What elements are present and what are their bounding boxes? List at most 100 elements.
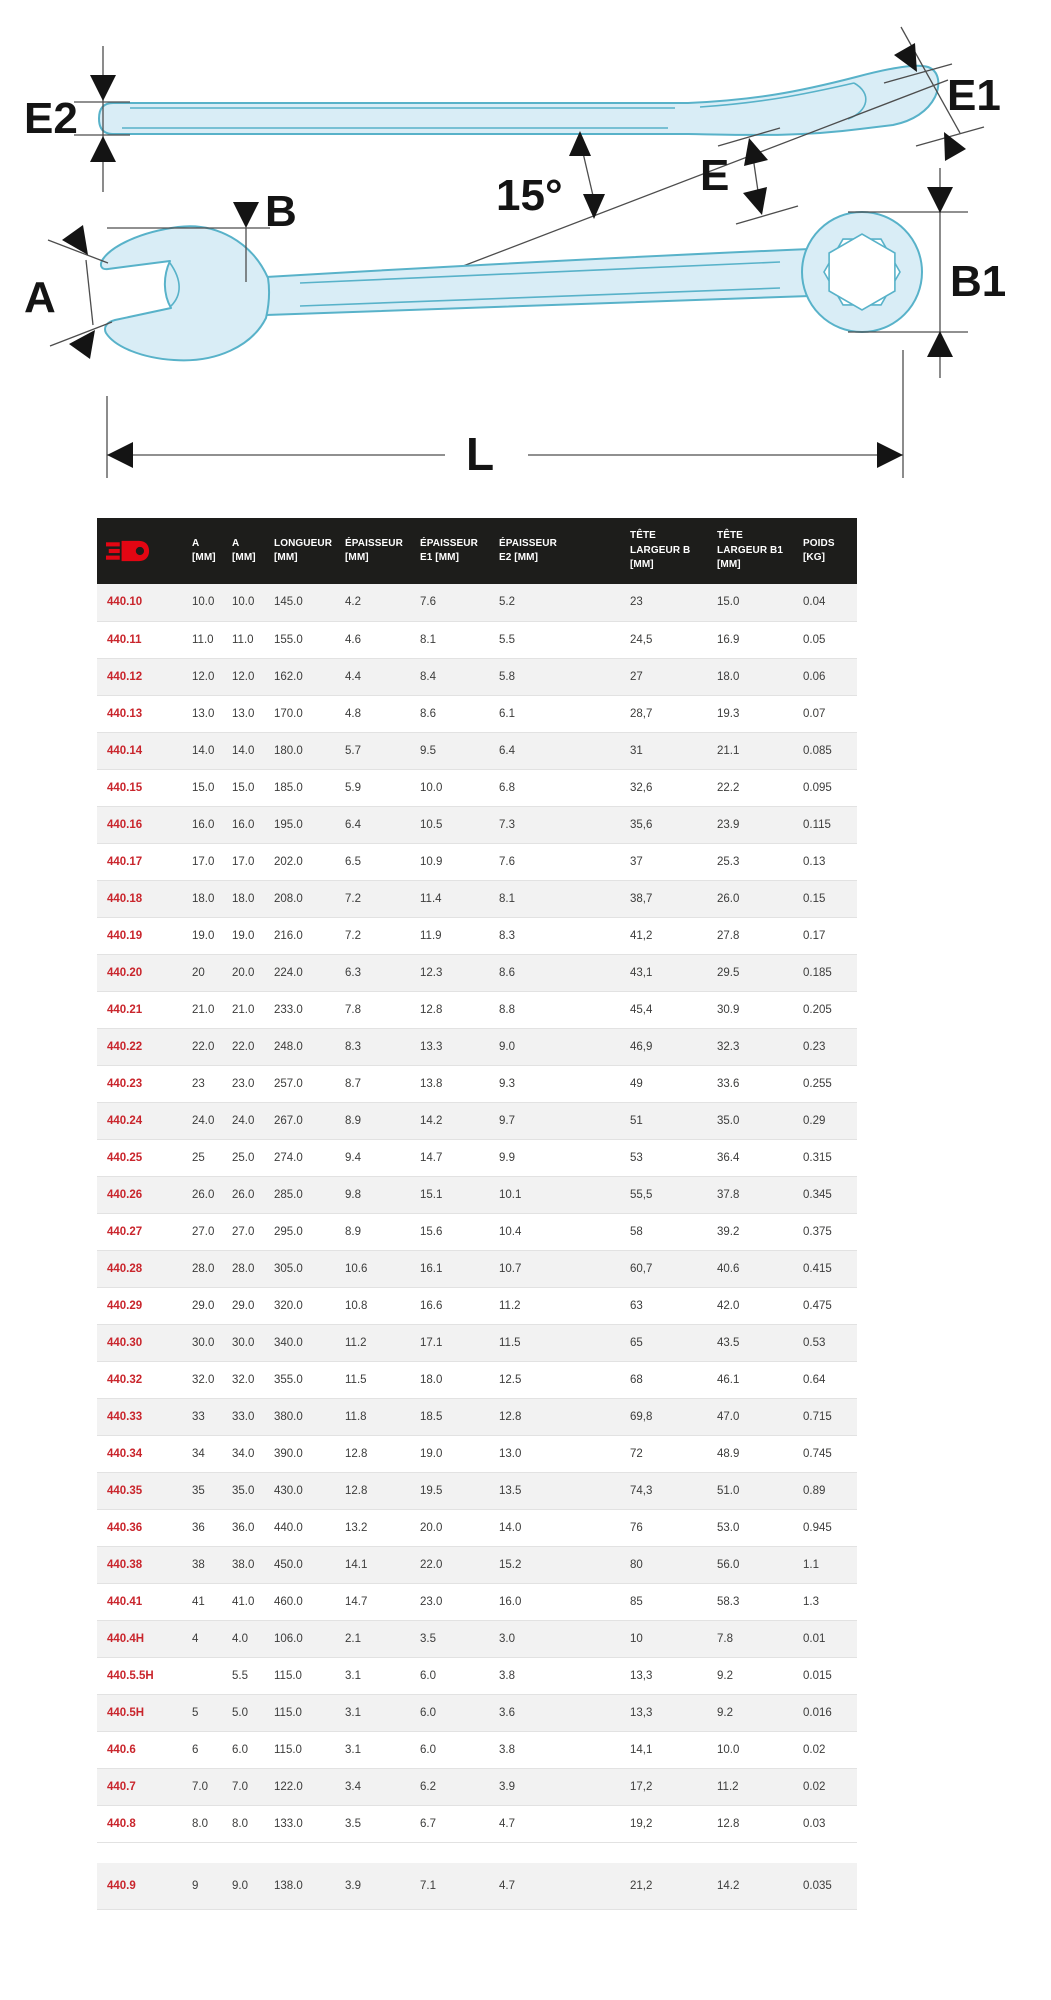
- value-cell: 9: [192, 1863, 232, 1910]
- product-ref-link[interactable]: 440.38: [97, 1546, 192, 1584]
- arrow-up-icon: [69, 330, 95, 359]
- value-cell: 55,5: [630, 1176, 717, 1214]
- product-ref-link[interactable]: 440.7: [97, 1768, 192, 1806]
- value-cell: 4.6: [345, 621, 420, 659]
- product-ref-link[interactable]: 440.24: [97, 1102, 192, 1140]
- table-row: 440.34 34 34.0 390.0 12.8 19.0 13.0 72 48.9 0.745: [97, 1435, 857, 1473]
- product-ref-link[interactable]: 440.13: [97, 695, 192, 733]
- product-ref-link[interactable]: 440.12: [97, 658, 192, 696]
- value-cell: 85: [630, 1583, 717, 1621]
- brand-logo-cell: [97, 518, 192, 584]
- product-ref-link[interactable]: 440.21: [97, 991, 192, 1029]
- value-cell: 5.8: [499, 658, 630, 696]
- product-ref-link[interactable]: 440.33: [97, 1398, 192, 1436]
- value-cell: 257.0: [274, 1065, 345, 1103]
- dimension-a: A: [24, 225, 113, 359]
- table-row: 440.27 27.0 27.0 295.0 8.9 15.6 10.4 58 39.2 0.37…: [97, 1213, 857, 1251]
- product-ref-link[interactable]: 440.27: [97, 1213, 192, 1251]
- value-cell: 63: [630, 1287, 717, 1325]
- value-cell: 13.3: [420, 1028, 499, 1066]
- product-ref-link[interactable]: 440.30: [97, 1324, 192, 1362]
- product-ref-link[interactable]: 440.5H: [97, 1694, 192, 1732]
- product-ref-link[interactable]: 440.15: [97, 769, 192, 807]
- product-ref-link[interactable]: 440.6: [97, 1731, 192, 1769]
- table-row: 440.6 6 6.0 115.0 3.1 6.0 3.8 14,1 10.0 0.02: [97, 1731, 857, 1769]
- product-ref-link[interactable]: 440.8: [97, 1805, 192, 1843]
- product-ref-link[interactable]: 440.29: [97, 1287, 192, 1325]
- product-ref-link[interactable]: 440.14: [97, 732, 192, 770]
- product-ref-link[interactable]: 440.28: [97, 1250, 192, 1288]
- product-ref-link[interactable]: 440.16: [97, 806, 192, 844]
- table-row: 440.32 32.0 32.0 355.0 11.5 18.0 12.5 68 46.1 0.6…: [97, 1361, 857, 1399]
- wrench-shaft: [265, 248, 811, 316]
- column-header-epaisseur-e2: ÉPAISSEUR E2 [MM]: [499, 518, 630, 584]
- value-cell: 10.6: [345, 1250, 420, 1288]
- dimension-label-angle: 15°: [496, 171, 563, 220]
- product-ref-link[interactable]: 440.20: [97, 954, 192, 992]
- value-cell: 0.53: [803, 1324, 857, 1362]
- table-row: 440.4H 4 4.0 106.0 2.1 3.5 3.0 10 7.8 0.01: [97, 1620, 857, 1658]
- value-cell: 185.0: [274, 769, 345, 807]
- value-cell: 9.2: [717, 1694, 803, 1732]
- dimension-e2: E2: [24, 46, 130, 192]
- product-ref-link[interactable]: 440.41: [97, 1583, 192, 1621]
- value-cell: 26.0: [232, 1176, 274, 1214]
- table-row: 440.11 11.0 11.0 155.0 4.6 8.1 5.5 24,5 16.9 0.05: [97, 621, 857, 659]
- value-cell: 15.2: [499, 1546, 630, 1584]
- value-cell: 9.2: [717, 1657, 803, 1695]
- table-row: 440.41 41 41.0 460.0 14.7 23.0 16.0 85 58.3 1.3: [97, 1583, 857, 1621]
- value-cell: 115.0: [274, 1657, 345, 1695]
- value-cell: 4.4: [345, 658, 420, 696]
- product-ref-link[interactable]: 440.19: [97, 917, 192, 955]
- value-cell: 0.89: [803, 1472, 857, 1510]
- value-cell: 74,3: [630, 1472, 717, 1510]
- dimension-label-l: L: [466, 428, 494, 480]
- dimension-label-b1: B1: [950, 257, 1006, 306]
- value-cell: 15.0: [717, 584, 803, 622]
- value-cell: 24.0: [192, 1102, 232, 1140]
- value-cell: 5.2: [499, 584, 630, 622]
- bihex-socket: [828, 233, 896, 311]
- value-cell: 5.5: [499, 621, 630, 659]
- product-ref-link[interactable]: 440.22: [97, 1028, 192, 1066]
- product-ref-link[interactable]: 440.18: [97, 880, 192, 918]
- value-cell: 115.0: [274, 1731, 345, 1769]
- product-ref-link[interactable]: 440.5.5H: [97, 1657, 192, 1695]
- value-cell: 27.0: [192, 1213, 232, 1251]
- product-ref-link[interactable]: 440.26: [97, 1176, 192, 1214]
- dimension-e1: E1: [883, 26, 1001, 161]
- table-row: 440.36 36 36.0 440.0 13.2 20.0 14.0 76 53.0 0.945: [97, 1509, 857, 1547]
- value-cell: 18.0: [232, 880, 274, 918]
- value-cell: 0.375: [803, 1213, 857, 1251]
- value-cell: 4: [192, 1620, 232, 1658]
- product-ref-link[interactable]: 440.36: [97, 1509, 192, 1547]
- product-ref-link[interactable]: 440.4H: [97, 1620, 192, 1658]
- value-cell: 11.2: [345, 1324, 420, 1362]
- product-ref-link[interactable]: 440.11: [97, 621, 192, 659]
- value-cell: 340.0: [274, 1324, 345, 1362]
- table-row: 440.5H 5 5.0 115.0 3.1 6.0 3.6 13,3 9.2 0.016: [97, 1694, 857, 1732]
- value-cell: 3.1: [345, 1694, 420, 1732]
- product-ref-link[interactable]: 440.17: [97, 843, 192, 881]
- value-cell: 3.8: [499, 1731, 630, 1769]
- value-cell: 7.6: [420, 584, 499, 622]
- value-cell: 60,7: [630, 1250, 717, 1288]
- product-ref-link[interactable]: 440.23: [97, 1065, 192, 1103]
- product-ref-link[interactable]: 440.32: [97, 1361, 192, 1399]
- product-ref-link[interactable]: 440.25: [97, 1139, 192, 1177]
- value-cell: 106.0: [274, 1620, 345, 1658]
- value-cell: 23: [630, 584, 717, 622]
- value-cell: 8.6: [499, 954, 630, 992]
- product-ref-link[interactable]: 440.35: [97, 1472, 192, 1510]
- value-cell: 305.0: [274, 1250, 345, 1288]
- arrow-left-icon: [107, 442, 133, 468]
- value-cell: 46,9: [630, 1028, 717, 1066]
- value-cell: 3.9: [345, 1863, 420, 1910]
- product-ref-link[interactable]: 440.10: [97, 584, 192, 622]
- value-cell: 16.9: [717, 621, 803, 659]
- product-ref-link[interactable]: 440.34: [97, 1435, 192, 1473]
- value-cell: 36.4: [717, 1139, 803, 1177]
- value-cell: 6.7: [420, 1805, 499, 1843]
- value-cell: 170.0: [274, 695, 345, 733]
- product-ref-link[interactable]: 440.9: [97, 1863, 192, 1910]
